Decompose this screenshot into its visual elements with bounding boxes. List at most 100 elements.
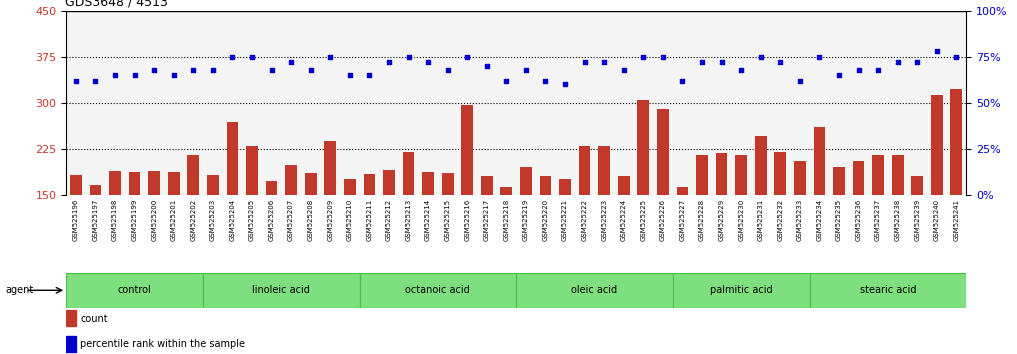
Bar: [774, 152, 786, 195]
Point: [812, 54, 828, 59]
Text: percentile rank within the sample: percentile rank within the sample: [80, 339, 245, 349]
Text: GSM525231: GSM525231: [758, 199, 764, 241]
Point: [479, 63, 495, 69]
Text: GSM525215: GSM525215: [444, 199, 451, 241]
Bar: [422, 172, 434, 195]
Bar: [598, 145, 610, 195]
Text: GSM525223: GSM525223: [601, 199, 607, 241]
Text: GSM525213: GSM525213: [406, 199, 412, 241]
Point: [302, 67, 318, 72]
Text: GSM525219: GSM525219: [523, 199, 529, 241]
Text: GSM525224: GSM525224: [620, 199, 626, 241]
Bar: [66, 310, 76, 326]
Bar: [207, 175, 219, 195]
Point: [361, 72, 377, 78]
Bar: [360, 273, 516, 308]
Point: [263, 67, 280, 72]
Bar: [324, 141, 336, 195]
Bar: [481, 176, 492, 195]
Point: [557, 81, 574, 87]
Point: [694, 59, 710, 65]
Point: [420, 59, 436, 65]
Point: [380, 59, 397, 65]
Text: palmitic acid: palmitic acid: [710, 285, 773, 295]
Point: [225, 54, 241, 59]
Text: GSM525230: GSM525230: [738, 199, 744, 241]
Text: GSM525238: GSM525238: [895, 199, 901, 241]
Bar: [66, 336, 76, 352]
Point: [890, 59, 906, 65]
Text: GSM525235: GSM525235: [836, 199, 842, 241]
Bar: [70, 175, 81, 195]
Bar: [383, 170, 395, 195]
Bar: [462, 104, 473, 195]
Text: GSM525209: GSM525209: [327, 199, 334, 241]
Text: GSM525220: GSM525220: [542, 199, 548, 241]
Text: oleic acid: oleic acid: [572, 285, 617, 295]
Text: GSM525200: GSM525200: [152, 199, 158, 241]
Bar: [579, 145, 591, 195]
Point: [498, 78, 515, 84]
Point: [674, 78, 691, 84]
Bar: [911, 176, 923, 195]
Text: GSM525214: GSM525214: [425, 199, 431, 241]
Text: GSM525236: GSM525236: [855, 199, 861, 241]
Bar: [873, 155, 884, 195]
Point: [615, 67, 632, 72]
Point: [537, 78, 553, 84]
Text: GSM525228: GSM525228: [699, 199, 705, 241]
Point: [791, 78, 807, 84]
Text: GSM525202: GSM525202: [190, 199, 196, 241]
Bar: [305, 173, 316, 195]
Point: [459, 54, 475, 59]
Text: GSM525217: GSM525217: [484, 199, 490, 241]
Point: [283, 59, 299, 65]
Bar: [265, 181, 278, 195]
Text: GSM525205: GSM525205: [249, 199, 255, 241]
Point: [753, 54, 769, 59]
Bar: [203, 273, 360, 308]
Text: GSM525237: GSM525237: [875, 199, 881, 241]
Text: GSM525227: GSM525227: [679, 199, 685, 241]
Point: [772, 59, 788, 65]
Bar: [66, 273, 203, 308]
Bar: [755, 136, 767, 195]
Text: GSM525232: GSM525232: [777, 199, 783, 241]
Text: agent: agent: [5, 285, 34, 295]
Text: GSM525229: GSM525229: [719, 199, 724, 241]
Bar: [187, 155, 199, 195]
Bar: [227, 122, 238, 195]
Bar: [559, 179, 571, 195]
Bar: [618, 176, 630, 195]
Point: [948, 54, 964, 59]
Bar: [441, 173, 454, 195]
Point: [342, 72, 358, 78]
Bar: [168, 172, 180, 195]
Point: [87, 78, 104, 84]
Bar: [716, 153, 727, 195]
Text: GSM525240: GSM525240: [934, 199, 940, 241]
Text: GSM525233: GSM525233: [797, 199, 802, 241]
Point: [204, 67, 221, 72]
Bar: [285, 165, 297, 195]
Point: [870, 67, 886, 72]
Text: GSM525199: GSM525199: [131, 199, 137, 241]
Point: [518, 67, 534, 72]
Text: octanoic acid: octanoic acid: [406, 285, 470, 295]
Text: stearic acid: stearic acid: [859, 285, 916, 295]
Text: linoleic acid: linoleic acid: [252, 285, 310, 295]
Bar: [676, 187, 689, 195]
Point: [577, 59, 593, 65]
Text: GSM525225: GSM525225: [641, 199, 647, 241]
Text: GSM525197: GSM525197: [93, 199, 99, 241]
Text: GSM525204: GSM525204: [230, 199, 235, 241]
Point: [733, 67, 750, 72]
Point: [185, 67, 201, 72]
Text: GSM525239: GSM525239: [914, 199, 920, 241]
Bar: [672, 273, 810, 308]
Point: [401, 54, 417, 59]
Bar: [500, 187, 513, 195]
Bar: [344, 179, 356, 195]
Bar: [89, 185, 102, 195]
Text: GSM525211: GSM525211: [366, 199, 372, 241]
